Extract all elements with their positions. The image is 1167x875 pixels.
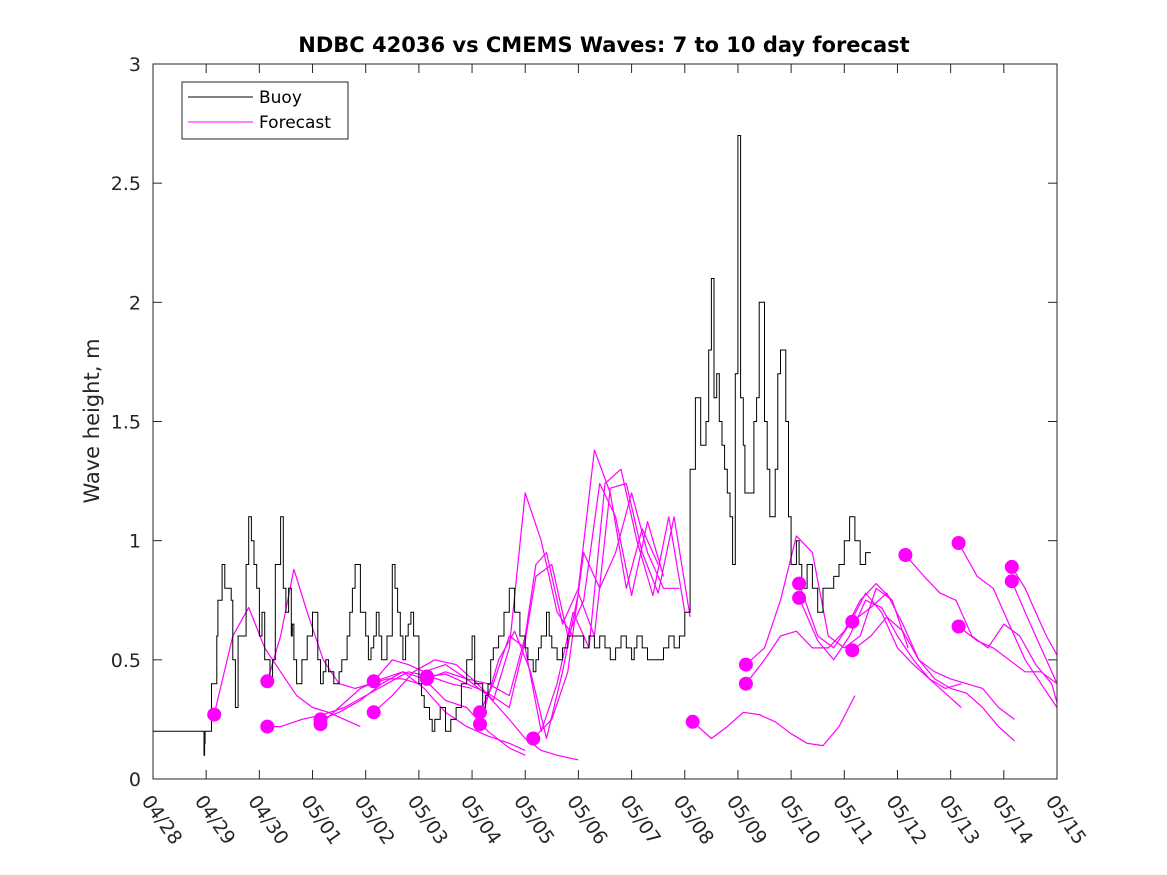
forecast-line-17 <box>798 597 962 708</box>
forecast-line-9 <box>426 482 665 709</box>
forecast-line-23 <box>1011 566 1058 656</box>
y-tick-label: 2 <box>129 292 141 314</box>
legend: Buoy Forecast <box>181 81 349 140</box>
forecast-marker-23 <box>1004 559 1019 574</box>
forecast-marker-20 <box>898 548 913 562</box>
forecast-line-1 <box>213 606 361 728</box>
forecast-line-16 <box>798 583 962 690</box>
forecast-marker-15 <box>738 676 753 691</box>
forecast-marker-24 <box>1004 574 1019 589</box>
forecast-line-21 <box>958 542 1058 708</box>
forecast-line-6 <box>373 659 579 761</box>
forecast-marker-2 <box>260 674 275 689</box>
forecast-marker-13 <box>685 714 700 729</box>
y-tick-label: 3 <box>129 54 141 76</box>
forecast-marker-10 <box>473 705 487 720</box>
legend-box <box>181 81 349 140</box>
forecast-marker-14 <box>738 657 753 672</box>
forecast-marker-22 <box>951 619 966 634</box>
forecast-line-8 <box>426 449 659 697</box>
y-tick-label: 1.5 <box>111 412 141 434</box>
forecast-line-13 <box>692 695 856 747</box>
forecast-marker-17 <box>792 590 807 605</box>
y-axis-label: Wave height, m <box>80 338 104 503</box>
buoy-line <box>153 135 871 756</box>
y-tick-label: 0.5 <box>111 650 141 672</box>
forecast-line-15 <box>745 582 909 685</box>
forecast-marker-5 <box>313 717 328 732</box>
forecast-line-24 <box>1011 580 1058 684</box>
forecast-marker-1 <box>207 707 222 722</box>
chart-title: NDBC 42036 vs CMEMS Waves: 7 to 10 day f… <box>298 33 909 57</box>
forecast-line-20 <box>904 554 1058 703</box>
forecast-line-14 <box>745 535 893 666</box>
forecast-marker-19 <box>845 643 860 658</box>
plot-area <box>153 135 1058 761</box>
y-tick-label: 0 <box>129 769 141 791</box>
forecast-marker-9 <box>419 669 434 684</box>
forecast-marker-7 <box>366 705 381 720</box>
forecast-marker-21 <box>951 536 966 550</box>
forecast-line-12 <box>532 492 680 739</box>
forecast-line-18 <box>851 592 1015 720</box>
forecast-line-11 <box>479 482 691 740</box>
forecast-marker-3 <box>260 719 275 734</box>
forecast-marker-12 <box>526 731 541 746</box>
forecast-marker-6 <box>366 674 381 689</box>
forecast-line-22 <box>958 626 1058 685</box>
forecast-marker-11 <box>473 717 487 732</box>
legend-entry-forecast: Forecast <box>259 113 331 133</box>
legend-entry-buoy: Buoy <box>259 88 302 108</box>
forecast-marker-18 <box>845 614 860 629</box>
forecast-marker-16 <box>792 576 807 591</box>
y-tick-label: 1 <box>129 531 141 553</box>
forecast-line-10 <box>479 468 686 732</box>
y-tick-label: 2.5 <box>111 173 141 195</box>
forecast-line-5 <box>320 671 526 751</box>
forecast-line-19 <box>851 616 1015 742</box>
